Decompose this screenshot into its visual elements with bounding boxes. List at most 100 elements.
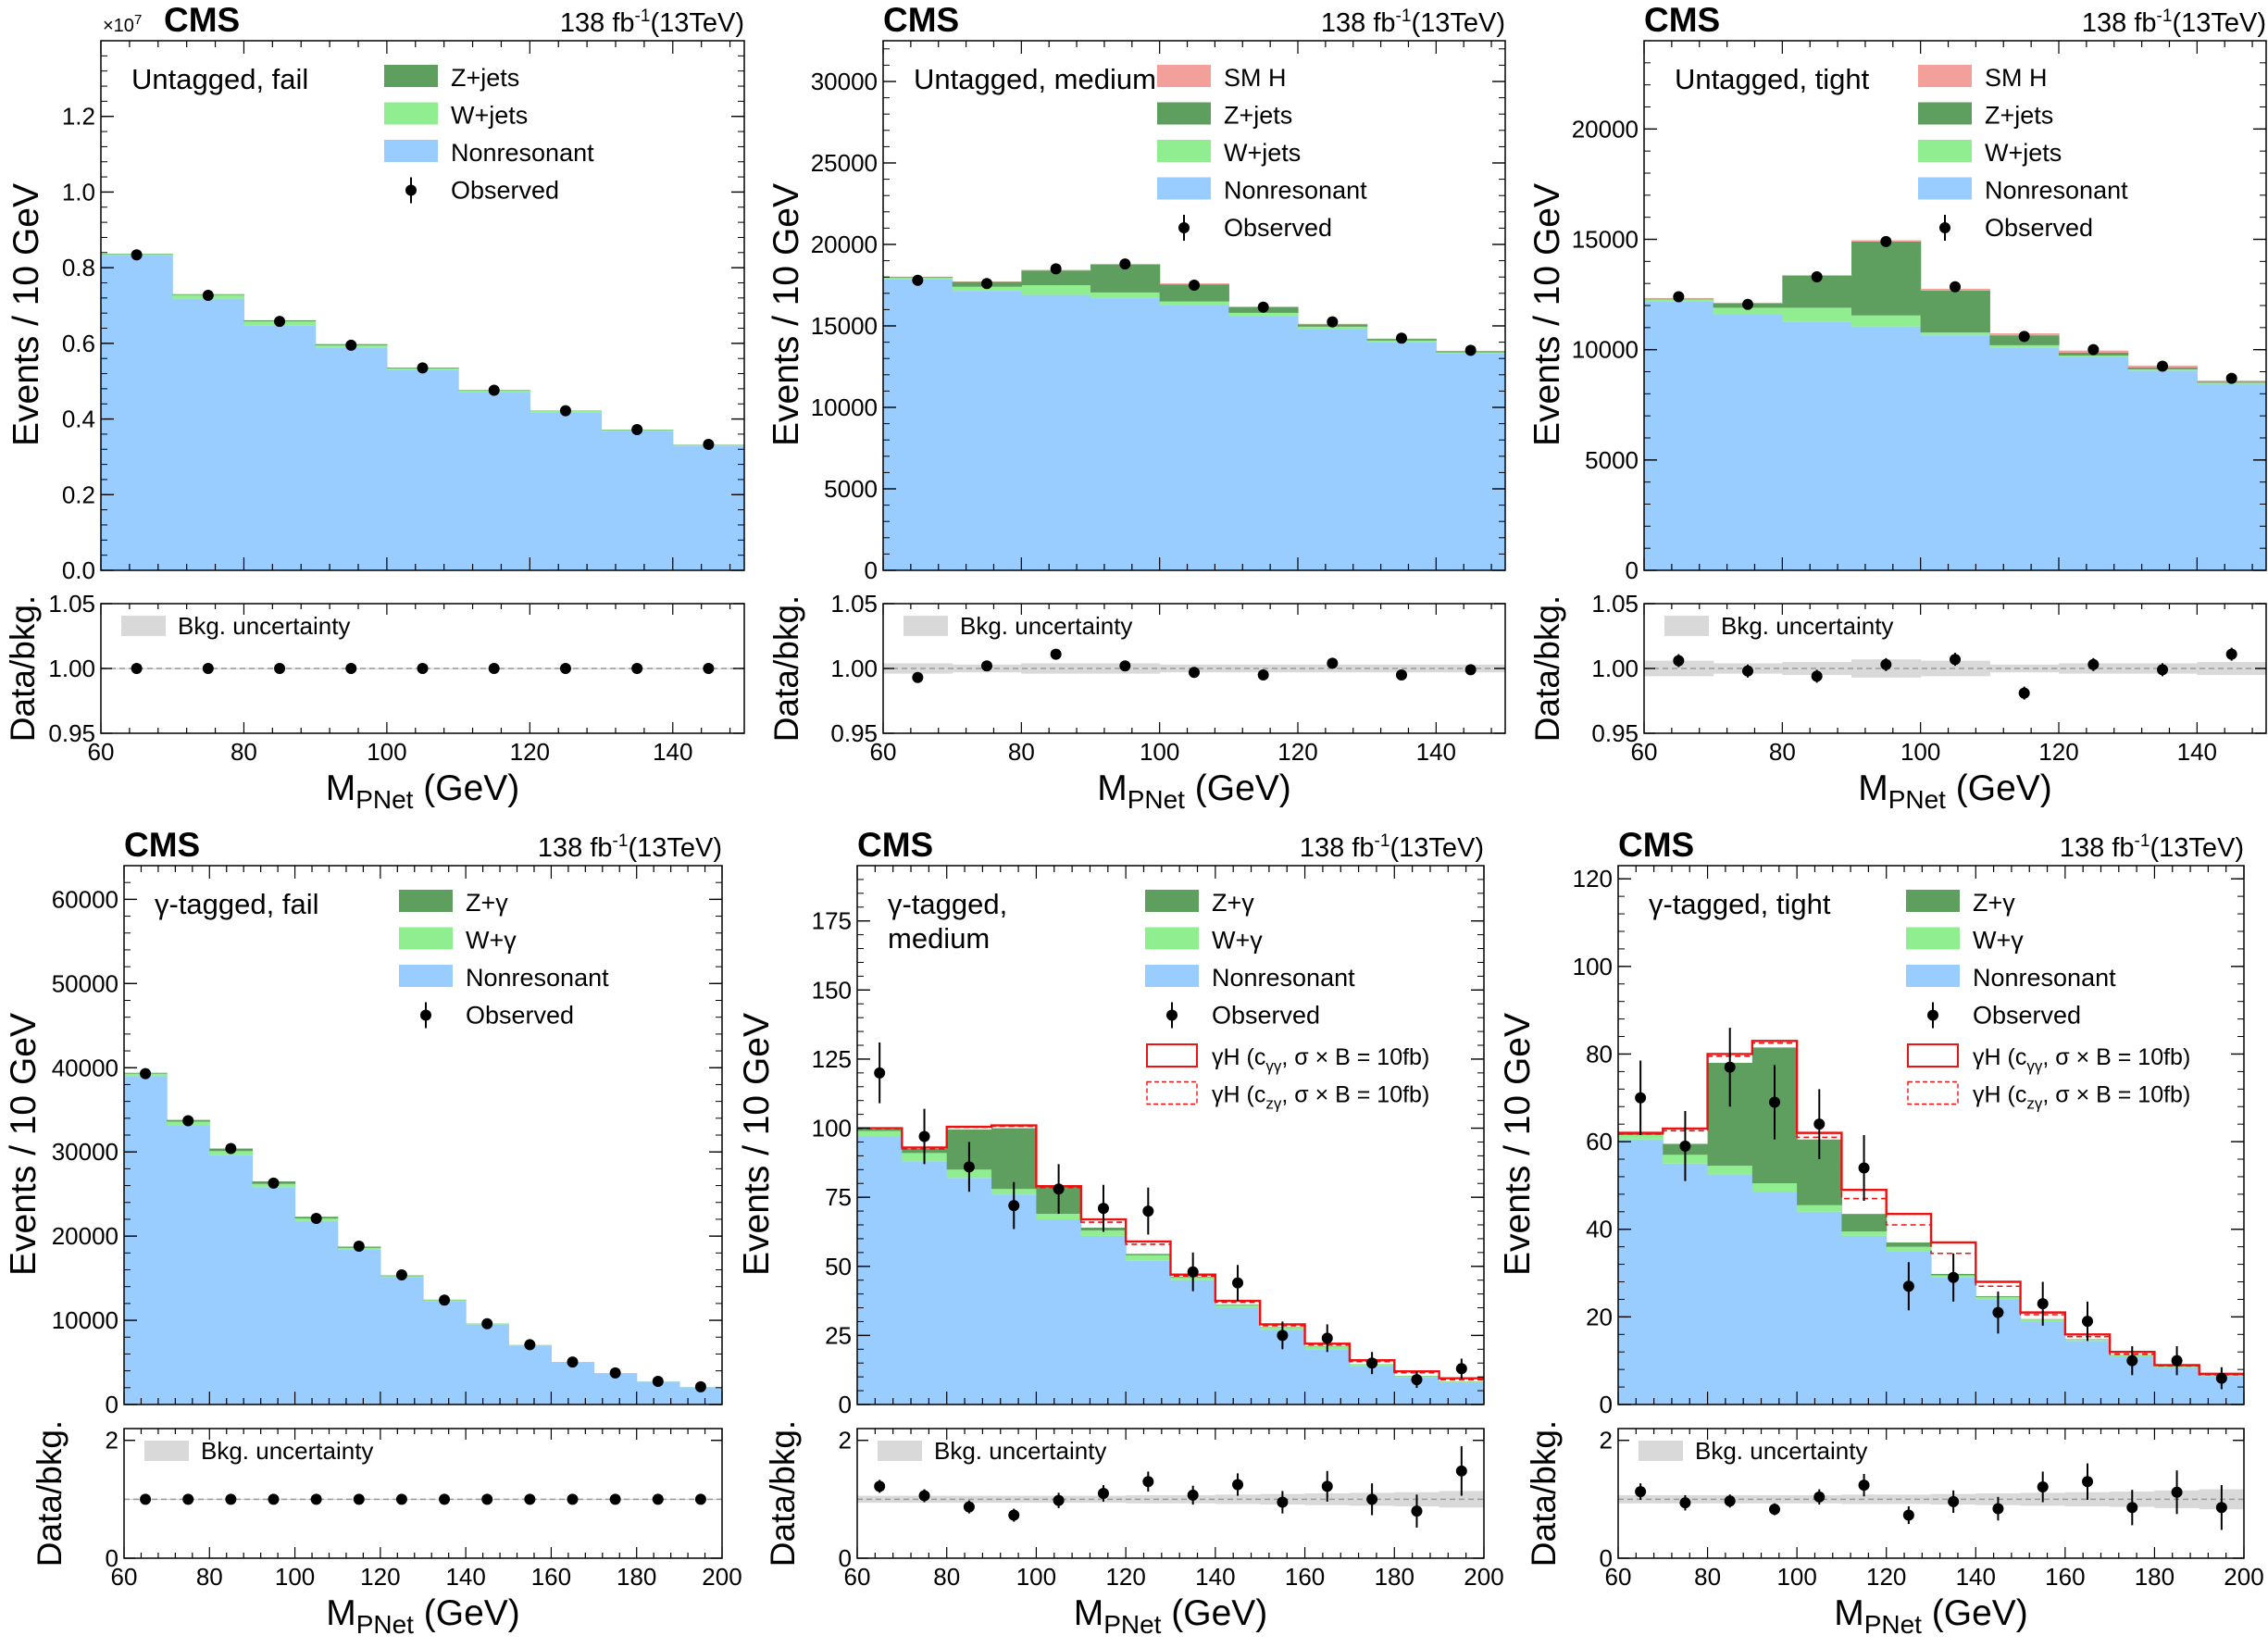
bar-nonresonant [2020, 1321, 2066, 1405]
observed-point [652, 1375, 664, 1387]
bar-zjets [1021, 270, 1091, 285]
bar-nonresonant [508, 1345, 553, 1405]
y-tick-label: 50 [825, 1253, 852, 1280]
y-tick-label: 20 [1586, 1303, 1613, 1330]
bar-nonresonant [946, 1178, 992, 1405]
observed-point [981, 278, 992, 290]
ratio-point [1142, 1476, 1154, 1488]
x-tick-label: 140 [445, 1563, 485, 1591]
y-tick-label: 75 [825, 1183, 852, 1211]
y-tick-label: 1.2 [62, 103, 95, 131]
legend: Z+γ W+γ Nonresonant Observed γH (cγγ, σ × B … [1906, 889, 2190, 1113]
x-tick-label: 80 [231, 738, 257, 766]
legend-label: Observed [1973, 1002, 2081, 1030]
panel-untagged-medium: 0 5000 10000 15000 20000 25000 30000 Events / 1… [766, 1, 1506, 814]
category-label: γ-tagged, [888, 888, 1007, 920]
bar-nonresonant [902, 1161, 948, 1405]
bar-nonresonant [1021, 294, 1091, 570]
y-tick-label: 5000 [1585, 446, 1639, 474]
legend-label: γH (cγγ, σ × B = 10fb) [1973, 1044, 2190, 1075]
legend-label: W+γ [1212, 927, 1263, 955]
bar-nonresonant [1851, 326, 1922, 570]
ratio-band-bin [883, 663, 953, 674]
legend-observed-marker [420, 1009, 431, 1021]
bar-nonresonant [1304, 1349, 1351, 1405]
legend-label: Z+jets [451, 64, 519, 92]
legend-label: Z+jets [1224, 102, 1292, 130]
ratio-y-tick-label: 1.05 [1591, 590, 1639, 618]
ratio-point [1455, 1465, 1467, 1477]
category-label: Untagged, medium [914, 63, 1156, 95]
ratio-y-tick-label: 0 [839, 1544, 852, 1572]
legend-observed-marker [405, 184, 417, 196]
ratio-point [2171, 1486, 2183, 1498]
observed-point [2171, 1355, 2183, 1367]
x-tick-label: 100 [1900, 738, 1940, 766]
ratio-legend-label: Bkg. uncertainty [1695, 1437, 1867, 1465]
main-ticks: 0 25 50 75 100 125 150 175 [812, 865, 1485, 1418]
stack-histogram [1618, 1047, 2244, 1405]
ratio-point [567, 1493, 579, 1505]
bar-wjets [1920, 332, 1990, 336]
legend-label: γH (cγγ, σ × B = 10fb) [1212, 1044, 1429, 1075]
stack-histogram [1644, 240, 2266, 570]
observed-point [1902, 1280, 1914, 1292]
bar-nonresonant [1036, 1219, 1082, 1405]
observed-point [874, 1067, 886, 1079]
observed-point [1053, 1183, 1065, 1195]
bar-nonresonant [380, 1277, 424, 1405]
bar-nonresonant [1215, 1307, 1261, 1405]
ratio-point [1327, 657, 1339, 669]
bar-nonresonant [2127, 370, 2198, 570]
observed-point [1097, 1203, 1109, 1215]
bar-nonresonant [601, 431, 674, 570]
observed-point [1811, 271, 1823, 283]
x-axis-label: MPNet (GeV) [326, 1593, 520, 1639]
ratio-point [981, 660, 992, 672]
ratio-point [274, 663, 286, 674]
bar-wjets [1126, 1255, 1172, 1261]
bar-wjets [1886, 1246, 1932, 1252]
legend-observed-marker [1939, 222, 1950, 233]
y-tick-label: 30000 [811, 68, 878, 95]
observed-point [2018, 331, 2030, 343]
y-tick-label: 175 [812, 907, 852, 935]
observed-point [1366, 1357, 1378, 1369]
y-tick-label: 20000 [811, 231, 878, 258]
y-tick-label: 100 [1573, 953, 1613, 980]
ratio-point [559, 663, 571, 674]
y-tick-label: 0.0 [62, 556, 95, 584]
y-tick-label: 40000 [52, 1054, 118, 1081]
ratio-y-axis-label: Data/bkg. [767, 595, 805, 742]
x-tick-label: 120 [1105, 1563, 1145, 1591]
x-tick-label: 60 [88, 738, 115, 766]
ratio-y-tick-label: 2 [839, 1427, 852, 1454]
observed-point [268, 1177, 280, 1189]
bar-nonresonant [423, 1301, 467, 1405]
bar-nonresonant [679, 1387, 722, 1405]
cms-label: CMS [124, 826, 200, 864]
legend-swatch [1157, 140, 1211, 162]
legend-label: W+jets [1985, 139, 2062, 167]
ratio-y-axis-label: Data/bkg. [4, 595, 42, 742]
bar-zjets [1126, 1254, 1172, 1255]
ratio-y-tick-label: 1.00 [48, 655, 95, 682]
bar-nonresonant [1797, 1211, 1843, 1405]
stack-histogram [883, 263, 1505, 570]
y-tick-label: 60 [1586, 1128, 1613, 1155]
y-axis-label: Events / 10 GeV [737, 1013, 777, 1276]
x-tick-label: 180 [617, 1563, 656, 1591]
y-tick-label: 10000 [811, 393, 878, 421]
legend: SM H Z+jets W+jets Nonresonant Observed [1157, 64, 1367, 242]
y-axis-label: Events / 10 GeV [6, 183, 46, 446]
x-tick-label: 100 [367, 738, 406, 766]
observed-point [2157, 360, 2168, 372]
ratio-point [202, 663, 214, 674]
ratio-frame [1617, 1428, 2245, 1559]
y-tick-label: 0.4 [62, 406, 95, 433]
observed-point [1277, 1330, 1289, 1342]
legend-label: Nonresonant [1985, 177, 2128, 205]
x-tick-label: 80 [933, 1563, 960, 1591]
observed-point [2215, 1372, 2227, 1384]
